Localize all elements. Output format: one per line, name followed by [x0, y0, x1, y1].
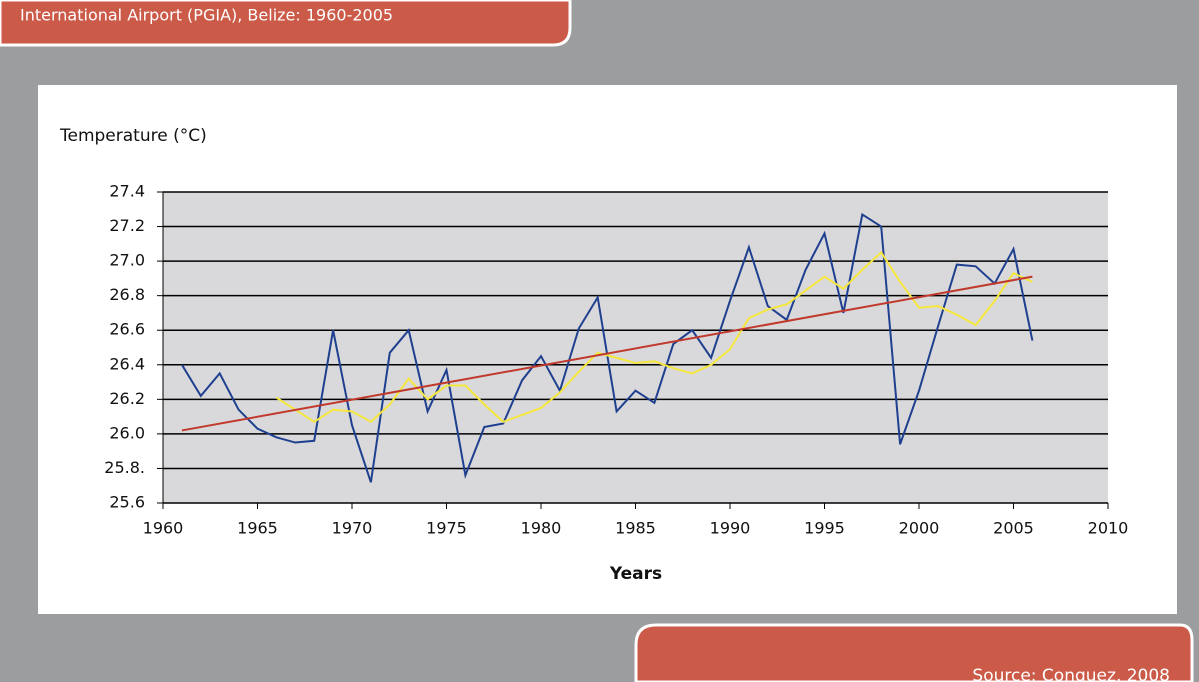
source-tab [634, 623, 1194, 682]
y-tick-label: 26.8 [109, 285, 145, 304]
x-tick-label: 2000 [899, 519, 940, 538]
x-tick-label: 1995 [804, 519, 845, 538]
y-tick-label: 25.6 [109, 493, 145, 512]
x-tick-label: 1980 [521, 519, 562, 538]
series-line [181, 275, 1033, 432]
source: Source: Conquez, 2008 [972, 666, 1170, 682]
series-line [275, 250, 1033, 424]
x-tick-label: 1960 [143, 519, 184, 538]
y-tick-label: 26.0 [109, 423, 145, 442]
x-axis-title: Years [609, 564, 662, 584]
y-tick-label: 26.4 [109, 354, 145, 373]
x-tick-label: 1975 [426, 519, 467, 538]
x-tick-label: 1970 [332, 519, 373, 538]
x-tick-label: 1990 [710, 519, 751, 538]
y-tick-label: 26.2 [109, 389, 145, 408]
x-tick-label: 1985 [615, 519, 656, 538]
y-tick-label: 27.2 [109, 216, 145, 235]
y-tick-label: 25.8. [104, 458, 145, 477]
x-tick-label: 2005 [993, 519, 1034, 538]
y-axis-title: Temperature (°C) [59, 126, 207, 146]
y-tick-label: 26.6 [109, 320, 145, 339]
y-tick-label: 27.0 [109, 251, 145, 270]
x-tick-label: 2010 [1088, 519, 1129, 538]
y-tick-label: 27.4 [109, 182, 145, 201]
chart-title: International Airport (PGIA), Belize: 19… [20, 6, 393, 25]
title-tab [0, 0, 572, 47]
x-tick-label: 1965 [237, 519, 278, 538]
